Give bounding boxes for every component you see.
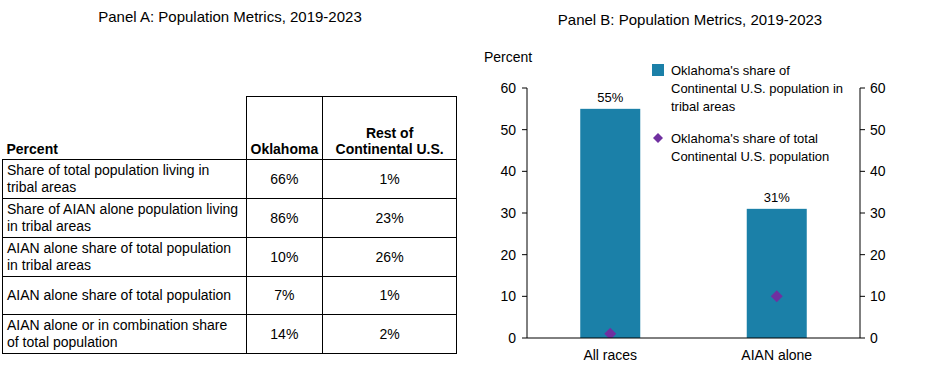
- header-cell: Oklahoma: [246, 97, 323, 160]
- table-cell: 86%: [246, 199, 323, 238]
- y2-tick: [860, 171, 865, 172]
- y-tick-label: 0: [508, 330, 516, 346]
- y-tick: [522, 254, 527, 255]
- chart: Panel B: Population Metrics, 2019-2023 Pe…: [0, 0, 925, 372]
- table-cell: AIAN alone share of total population: [3, 277, 247, 315]
- table-cell: 1%: [323, 277, 457, 315]
- y-tick-label: 40: [500, 163, 516, 179]
- y-tick: [522, 296, 527, 297]
- y2-tick-label: 10: [870, 288, 886, 304]
- table-cell: 2%: [323, 315, 457, 354]
- table-row: AIAN alone or in combination share of to…: [3, 315, 457, 354]
- data-label: 31%: [764, 190, 790, 205]
- y2-tick-label: 20: [870, 247, 886, 263]
- table-row: Share of total population living in trib…: [3, 160, 457, 199]
- y-tick-label: 30: [500, 205, 516, 221]
- data-table: PercentOklahomaRest of Continental U.S.S…: [2, 96, 457, 354]
- y2-tick: [860, 129, 865, 130]
- y2-tick-label: 60: [870, 80, 886, 96]
- bar: [747, 209, 807, 338]
- table-cell: 26%: [323, 238, 457, 277]
- table-cell: 10%: [246, 238, 323, 277]
- table-cell: AIAN alone share of total population in …: [3, 238, 247, 277]
- y2-tick-label: 50: [870, 122, 886, 138]
- y2-tick: [860, 88, 865, 89]
- y-tick-label: 10: [500, 288, 516, 304]
- chart-title: Panel B: Population Metrics, 2019-2023: [558, 11, 822, 28]
- point: [771, 290, 783, 302]
- table-cell: AIAN alone or in combination share of to…: [3, 315, 247, 354]
- table-cell: 14%: [246, 315, 323, 354]
- data-label: 55%: [597, 90, 623, 105]
- table-row: AIAN alone share of total population in …: [3, 238, 457, 277]
- bar: [580, 109, 640, 338]
- x-tick-label: All races: [583, 347, 637, 363]
- legend-text-line: Continental U.S. population in: [671, 81, 843, 96]
- point: [604, 328, 616, 338]
- y-tick: [522, 338, 527, 339]
- header-cell: Percent: [3, 97, 247, 160]
- y-axis-label: Percent: [484, 49, 532, 65]
- legend-text-line: Continental U.S. population: [671, 149, 829, 164]
- y2-tick: [860, 338, 865, 339]
- y2-tick: [860, 254, 865, 255]
- y2-tick: [860, 296, 865, 297]
- y-tick: [522, 213, 527, 214]
- y-tick: [522, 88, 527, 89]
- table-cell: Share of AIAN alone population living in…: [3, 199, 247, 238]
- y-tick-label: 50: [500, 122, 516, 138]
- table-cell: 23%: [323, 199, 457, 238]
- header-row: PercentOklahomaRest of Continental U.S.: [3, 97, 457, 160]
- legend-swatch: [653, 133, 663, 143]
- y2-tick-label: 40: [870, 163, 886, 179]
- table-row: Share of AIAN alone population living in…: [3, 199, 457, 238]
- y-tick: [522, 129, 527, 130]
- y2-tick: [860, 213, 865, 214]
- legend-text-line: Oklahoma's share of total: [671, 131, 818, 146]
- y-tick: [522, 171, 527, 172]
- y-tick-label: 60: [500, 80, 516, 96]
- table-row: AIAN alone share of total population7%1%: [3, 277, 457, 315]
- panel-title: Panel A: Population Metrics, 2019-2023: [0, 8, 460, 25]
- y-tick-label: 20: [500, 247, 516, 263]
- legend-text: Oklahoma's share of total Continental U.S…: [671, 131, 829, 164]
- table-cell: 7%: [246, 277, 323, 315]
- legend-text-line: Oklahoma's share of: [671, 63, 790, 78]
- x-tick-label: AIAN alone: [741, 347, 812, 363]
- y2-tick-label: 30: [870, 205, 886, 221]
- y2-tick-label: 0: [870, 330, 878, 346]
- legend-swatch: [652, 64, 664, 76]
- header-cell: Rest of Continental U.S.: [323, 97, 457, 160]
- table-cell: Share of total population living in trib…: [3, 160, 247, 199]
- legend-text-line: tribal areas: [671, 99, 736, 114]
- table-cell: 66%: [246, 160, 323, 199]
- legend-text: Oklahoma's share of Continental U.S. popu…: [671, 63, 843, 114]
- table-cell: 1%: [323, 160, 457, 199]
- x-axis: [527, 338, 860, 339]
